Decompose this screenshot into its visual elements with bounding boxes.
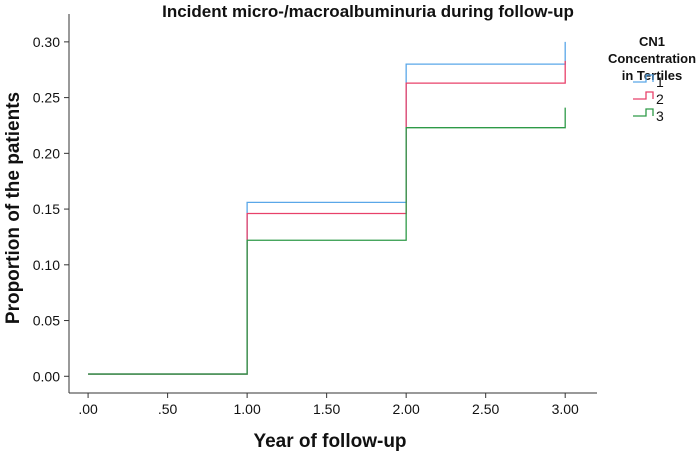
x-axis-label: Year of follow-up — [253, 431, 406, 452]
legend-swatch-3 — [633, 108, 654, 117]
x-tick-label: .50 — [158, 401, 178, 417]
legend-items: 123 — [633, 74, 664, 124]
x-tick-label: 2.00 — [393, 401, 420, 417]
legend: CN1 Concentration in Tertiles 123 — [608, 34, 696, 124]
series-line-2 — [88, 60, 566, 375]
y-tick-label: 0.25 — [33, 90, 60, 106]
series-layer — [88, 41, 566, 375]
y-tick-label: 0.20 — [33, 145, 60, 161]
x-tick-label: 1.50 — [313, 401, 340, 417]
y-tick-label: 0.05 — [33, 313, 60, 329]
y-tick-label: 0.30 — [33, 34, 60, 50]
legend-label-3: 3 — [656, 108, 664, 124]
legend-label-2: 2 — [656, 91, 664, 107]
x-tick-label: .00 — [78, 401, 98, 417]
y-axis-ticks: 0.00 0.05 0.10 0.15 0.20 0.25 0.30 — [33, 34, 69, 384]
legend-label-1: 1 — [656, 74, 664, 90]
y-axis-label: Proportion of the patients — [3, 92, 24, 324]
plot-frame — [68, 14, 597, 394]
y-tick-label: 0.10 — [33, 257, 60, 273]
series-line-1 — [88, 41, 566, 375]
x-tick-label: 3.00 — [552, 401, 579, 417]
y-tick-label: 0.15 — [33, 201, 60, 217]
series-line-3 — [88, 107, 566, 375]
legend-title-line-2: Concentration — [608, 51, 696, 66]
legend-swatch-2 — [633, 91, 654, 100]
chart-title: Incident micro-/macroalbuminuria during … — [162, 2, 574, 21]
y-tick-label: 0.00 — [33, 368, 60, 384]
x-tick-label: 2.50 — [472, 401, 499, 417]
legend-swatch-1 — [633, 74, 654, 83]
x-tick-label: 1.00 — [233, 401, 260, 417]
legend-title-line-1: CN1 — [639, 34, 665, 49]
x-axis-ticks: .00 .50 1.00 1.50 2.00 2.50 3.00 — [78, 393, 579, 417]
